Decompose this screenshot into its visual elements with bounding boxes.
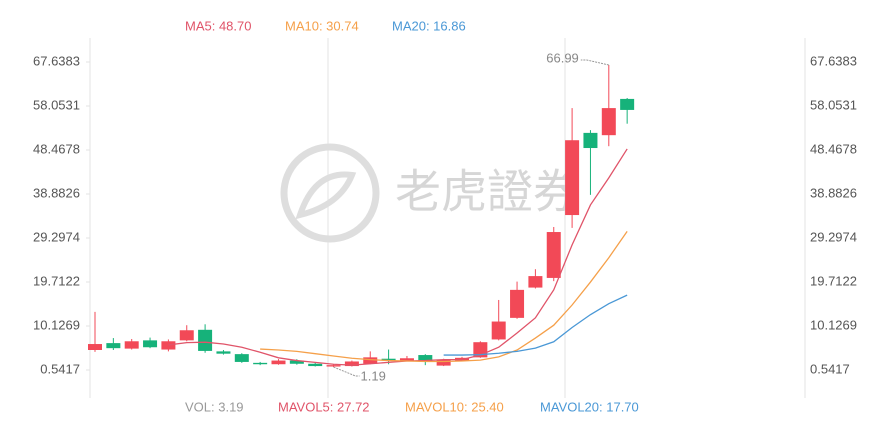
candle-body: [88, 344, 102, 350]
candle-body: [143, 340, 158, 348]
y-tick-label-right: 67.6383: [810, 53, 857, 68]
candle-body: [583, 132, 598, 149]
max-label: 66.99: [546, 50, 579, 65]
max-leader: [580, 59, 609, 66]
candle-body: [106, 343, 121, 349]
candle-body: [179, 330, 194, 341]
volume-legend-entry: VOL: 3.19: [185, 399, 244, 414]
watermark: 老虎證券: [280, 143, 579, 243]
candle-body: [234, 354, 249, 362]
y-tick-label: 58.0531: [33, 97, 80, 112]
y-tick-label: 10.1269: [33, 317, 80, 332]
candle-body: [253, 362, 268, 365]
y-tick-label-right: 38.8826: [810, 185, 857, 200]
legend-entry: MA20: 16.86: [392, 18, 466, 33]
y-tick-label: 48.4678: [33, 141, 80, 156]
volume-legend-entry: MAVOL10: 25.40: [405, 399, 504, 414]
volume-legend-entry: MAVOL5: 27.72: [278, 399, 370, 414]
y-tick-label: 67.6383: [33, 53, 80, 68]
candle-body: [436, 359, 451, 366]
y-tick-label: 29.2974: [33, 229, 80, 244]
candle-body: [510, 289, 525, 318]
candle-body: [399, 358, 414, 361]
candle-body: [216, 351, 231, 354]
frame: [89, 38, 806, 398]
ma-line: [260, 231, 628, 363]
y-tick-label-right: 0.5417: [810, 361, 850, 376]
ma-line: [443, 294, 628, 356]
candle-body: [271, 360, 286, 365]
y-tick-label: 0.5417: [40, 361, 80, 376]
candle-body: [308, 363, 323, 367]
candle-body: [161, 341, 176, 350]
y-tick-label: 19.7122: [33, 273, 80, 288]
candle-body: [601, 108, 616, 136]
candle-body: [198, 329, 213, 351]
volume-legend-entry: MAVOL20: 17.70: [540, 399, 639, 414]
y-tick-label-right: 19.7122: [810, 273, 857, 288]
min-label: 1.19: [361, 368, 386, 383]
candle-body: [546, 232, 561, 278]
candle-body: [381, 358, 396, 361]
candle-body: [565, 140, 580, 216]
legend-entry: MA10: 30.74: [285, 18, 359, 33]
candle-body: [620, 98, 635, 110]
y-tick-label-right: 10.1269: [810, 317, 857, 332]
watermark-text: 老虎證券: [395, 165, 579, 219]
candle-body: [326, 365, 341, 367]
candle-body: [491, 321, 506, 340]
y-tick-label-right: 58.0531: [810, 97, 857, 112]
min-leader: [333, 366, 360, 377]
y-tick-label-right: 29.2974: [810, 229, 857, 244]
candle-body: [344, 361, 359, 367]
ma-line: [168, 148, 628, 366]
y-tick-label: 38.8826: [33, 185, 80, 200]
legend-entry: MA5: 48.70: [185, 18, 252, 33]
candle-body: [418, 355, 433, 362]
candle-body: [528, 276, 543, 288]
candle-body: [363, 357, 378, 364]
y-tick-label-right: 48.4678: [810, 141, 857, 156]
candle-body: [124, 341, 139, 349]
candle-body: [289, 360, 304, 364]
